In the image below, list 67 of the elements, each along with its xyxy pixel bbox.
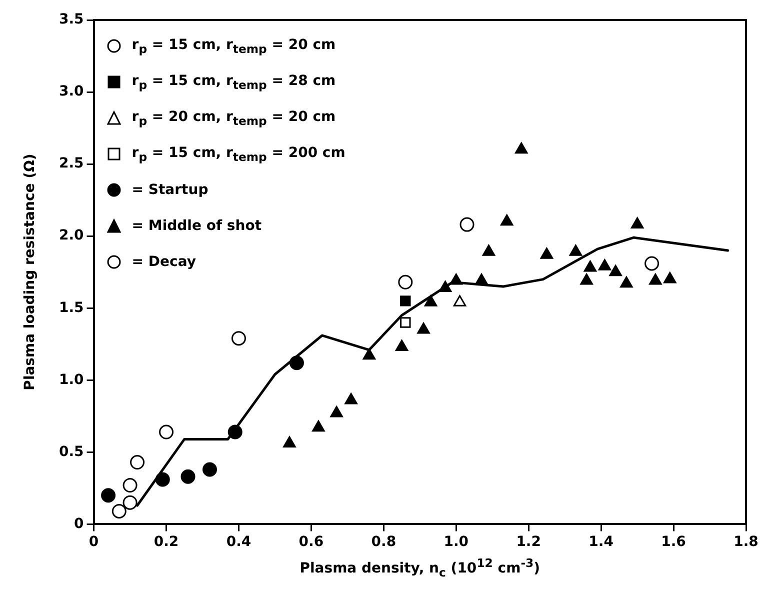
point	[289, 356, 304, 370]
x-tick-label: 0	[88, 534, 99, 550]
legend-label: = Middle of shot	[132, 218, 262, 234]
point	[180, 469, 196, 484]
y-tick-label: 2.0	[58, 228, 84, 244]
point	[417, 322, 430, 334]
point	[609, 264, 622, 276]
x-axis-title: Plasma density, n$_{c}$ (10$^{12}$ cm$^{-3}$)	[300, 556, 540, 580]
y-tick-label: 2.5	[58, 156, 84, 172]
x-tick-label: 1.2	[516, 534, 542, 550]
point	[514, 142, 528, 154]
point	[159, 424, 174, 440]
x-tick-label: 1.4	[588, 534, 614, 550]
x-tick-label: 1.8	[734, 534, 758, 550]
legend-label: = Startup	[132, 182, 208, 198]
y-tick-label: 0	[74, 516, 84, 532]
point	[482, 244, 496, 256]
point	[620, 276, 633, 288]
point	[453, 295, 466, 306]
x-tick-label: 0.4	[226, 534, 252, 550]
point	[540, 248, 554, 259]
point	[598, 259, 612, 270]
legend-label: r$_{p}$ = 15 cm, r$_{temp}$ = 200 cm	[132, 144, 346, 164]
x-tick-label: 1.0	[444, 534, 469, 550]
x-tick-label: 0.6	[298, 534, 324, 550]
legend-label: r$_{p}$ = 15 cm, r$_{temp}$ = 28 cm	[132, 72, 336, 92]
legend-label: = Decay	[132, 254, 196, 270]
point	[438, 280, 452, 292]
point	[500, 214, 514, 226]
y-tick-label: 3.5	[58, 12, 84, 28]
point	[569, 244, 582, 256]
point	[122, 495, 138, 510]
point	[231, 331, 246, 346]
point	[630, 217, 644, 229]
point	[312, 420, 325, 432]
point	[398, 274, 413, 290]
legend-label: r$_{p}$ = 20 cm, r$_{temp}$ = 20 cm	[132, 108, 336, 128]
point	[580, 273, 593, 285]
point	[649, 273, 662, 285]
point	[584, 260, 597, 272]
y-axis-title: Plasma loading resistance (Ω)	[22, 154, 38, 390]
point	[344, 393, 358, 404]
y-tick-label: 1.0	[58, 372, 84, 388]
x-tick-label: 0.8	[371, 534, 396, 550]
point	[112, 504, 126, 518]
point	[155, 472, 170, 487]
point	[395, 340, 408, 352]
point	[424, 295, 438, 306]
y-tick-label: 0.5	[58, 444, 84, 460]
point	[330, 406, 343, 418]
point	[130, 455, 145, 470]
point	[283, 436, 296, 448]
x-tick-label: 0.2	[154, 534, 179, 550]
point	[664, 272, 676, 284]
point	[450, 273, 463, 285]
point	[475, 273, 488, 285]
x-tick-label: 1.6	[661, 534, 686, 550]
point	[101, 488, 116, 503]
point	[362, 348, 376, 360]
point	[122, 478, 138, 493]
point	[400, 296, 411, 306]
point	[202, 462, 217, 477]
y-tick-label: 1.5	[58, 300, 84, 316]
y-tick-label: 3.0	[58, 84, 84, 100]
point	[400, 317, 411, 328]
point	[228, 424, 242, 440]
legend-label: r$_{p}$ = 15 cm, r$_{temp}$ = 20 cm	[132, 36, 336, 56]
